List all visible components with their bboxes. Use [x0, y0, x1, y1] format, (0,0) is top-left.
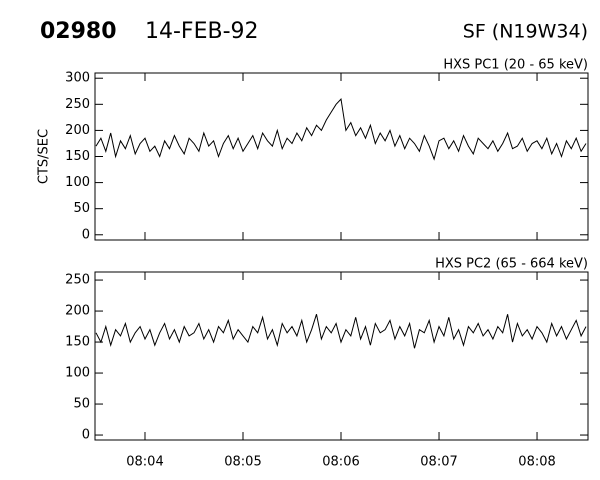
y-tick-label: 0: [82, 227, 90, 242]
y-tick-label: 0: [82, 428, 90, 443]
event-date: 14-FEB-92: [145, 19, 259, 44]
y-tick-label: 250: [65, 273, 90, 288]
data-line: [95, 314, 587, 349]
x-tick-label: 08:07: [420, 455, 457, 470]
plot-frame: [94, 72, 589, 241]
plot-frame: [94, 271, 589, 441]
data-line: [95, 98, 587, 161]
event-location: SF (N19W34): [463, 21, 588, 43]
y-tick-label: 250: [65, 97, 90, 112]
y-tick-label: 100: [65, 366, 90, 381]
panel-title: HXS PC1 (20 - 65 keV): [443, 58, 588, 73]
y-tick-label: 50: [73, 201, 90, 216]
y-tick-label: 300: [65, 71, 90, 86]
panel-title: HXS PC2 (65 - 664 keV): [435, 257, 588, 272]
x-tick-label: 08:06: [322, 455, 359, 470]
y-tick-label: 150: [65, 335, 90, 350]
y-tick-label: 200: [65, 123, 90, 138]
x-tick-label: 08:05: [224, 455, 261, 470]
y-tick-label: 50: [73, 397, 90, 412]
y-axis-label: CTS/SEC: [37, 129, 52, 184]
y-tick-label: 150: [65, 149, 90, 164]
event-id: 02980: [40, 19, 117, 44]
y-tick-label: 200: [65, 304, 90, 319]
x-tick-label: 08:08: [518, 455, 555, 470]
y-tick-label: 100: [65, 175, 90, 190]
x-tick-label: 08:04: [126, 455, 163, 470]
